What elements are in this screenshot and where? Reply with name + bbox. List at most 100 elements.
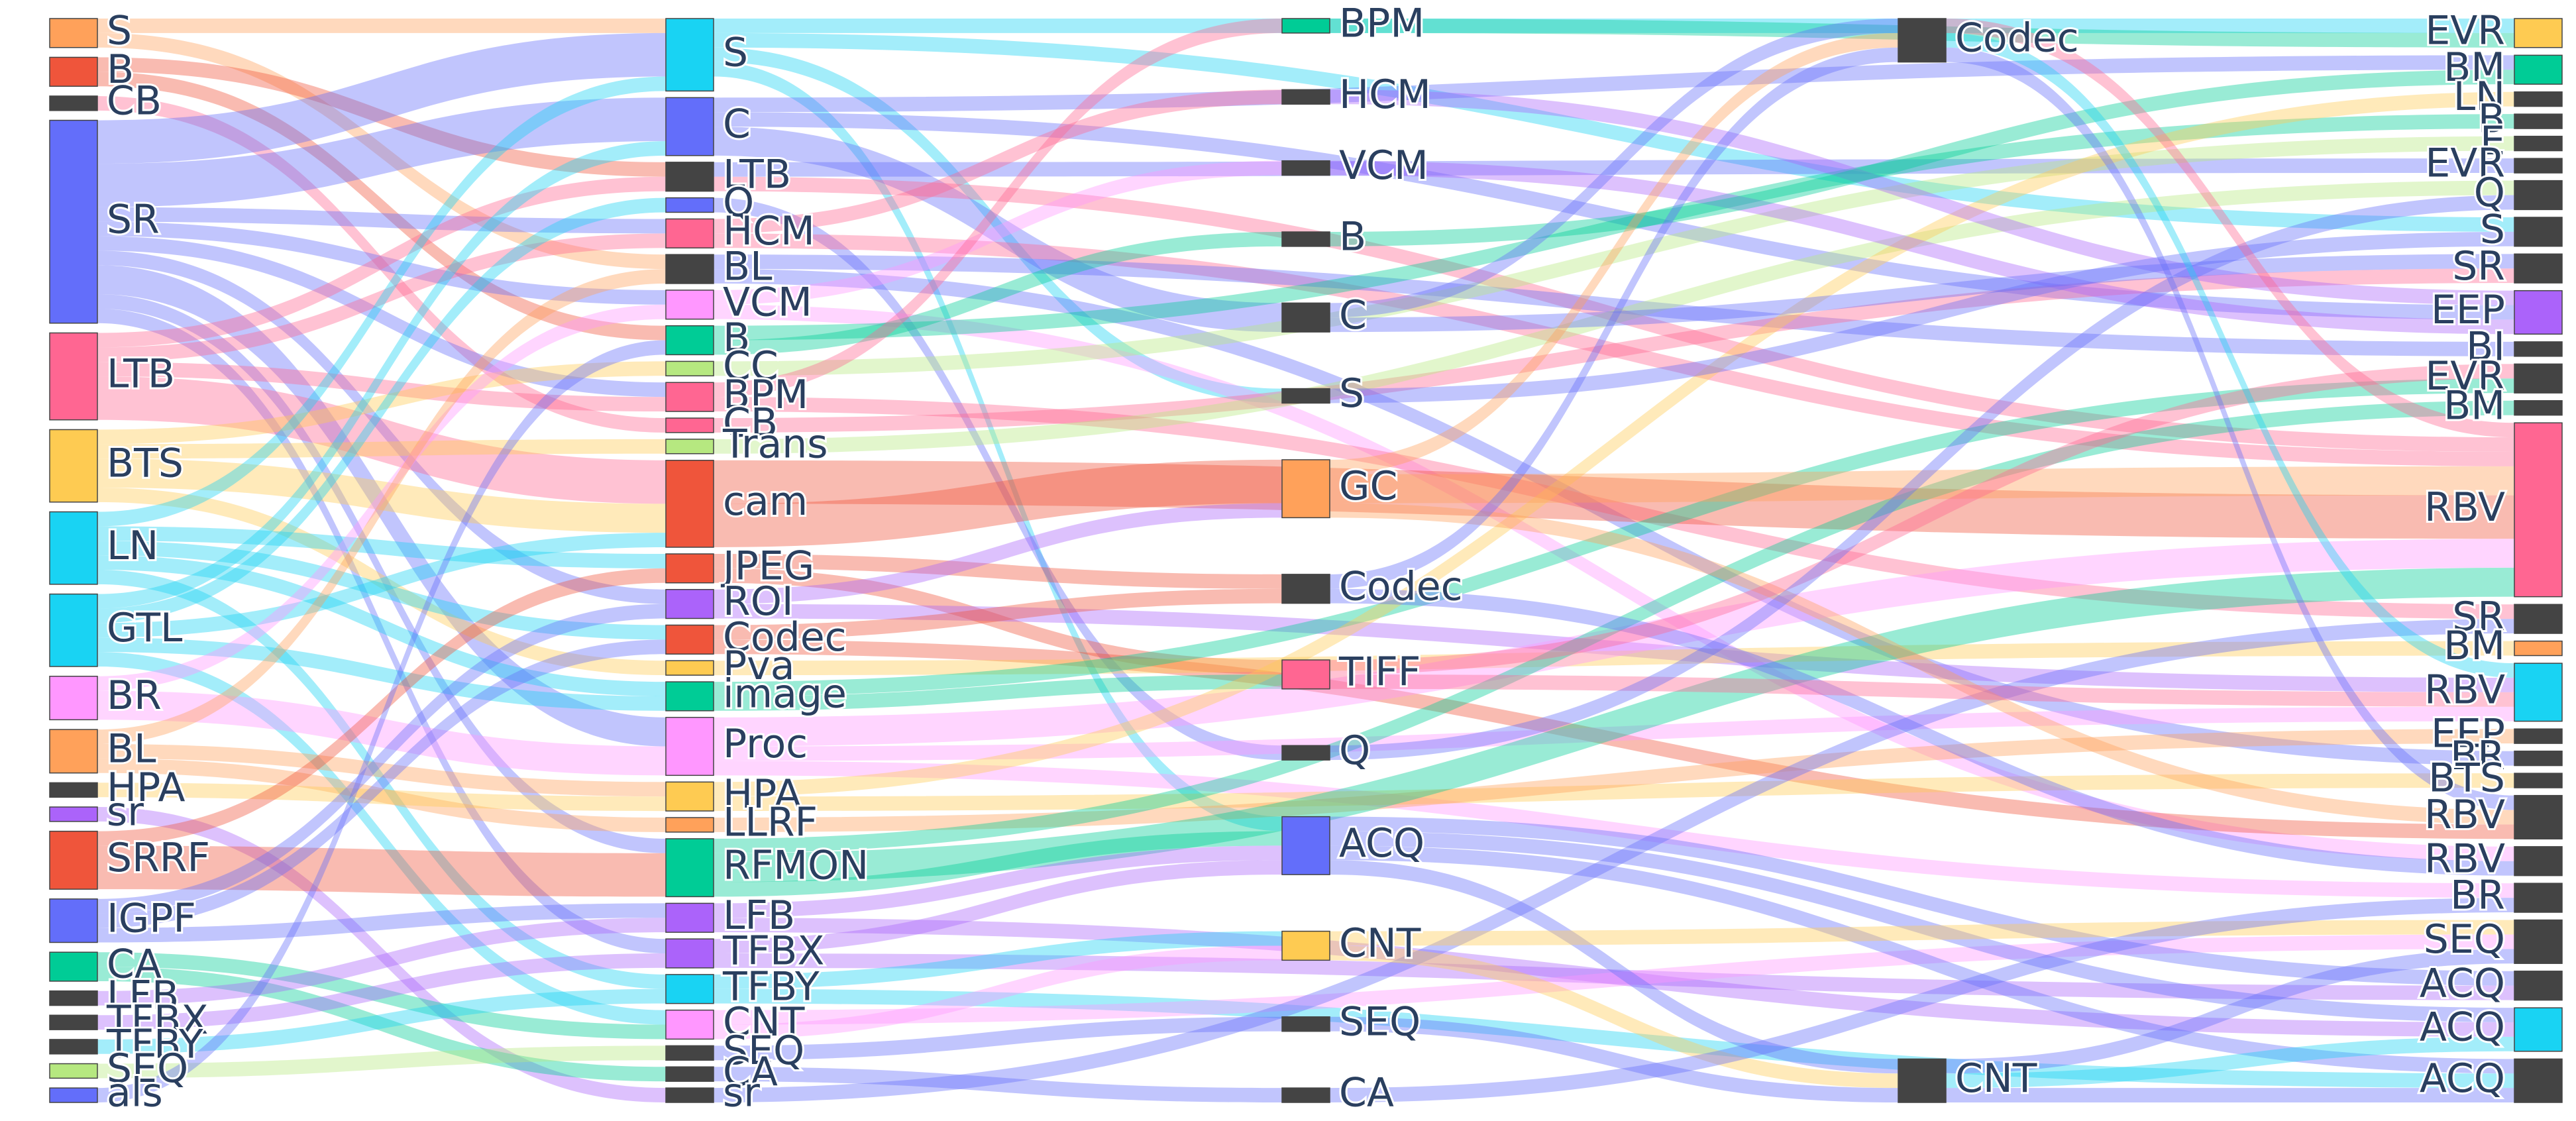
- link: [714, 988, 2514, 1089]
- node: [1898, 18, 1947, 63]
- link: [1330, 674, 2514, 707]
- link: [97, 233, 666, 362]
- node-label: BI: [2466, 323, 2505, 370]
- node: [49, 56, 98, 87]
- node-label: TFBY: [106, 1021, 203, 1067]
- node-label: BR: [2450, 733, 2505, 779]
- node: [2514, 882, 2563, 913]
- node: [665, 97, 714, 156]
- node-label: GC: [1339, 463, 1397, 509]
- link: [1330, 160, 2514, 335]
- link: [97, 57, 666, 177]
- node-label: SR: [2452, 243, 2505, 290]
- node-label: S: [1339, 370, 1364, 417]
- node-label: CNT: [1339, 920, 1421, 967]
- node: [2514, 135, 2563, 152]
- node: [665, 817, 714, 833]
- link: [714, 269, 2514, 766]
- node-label: RBV: [2424, 792, 2505, 838]
- node-label: ROI: [723, 578, 794, 625]
- node: [2514, 158, 2563, 174]
- link: [97, 176, 666, 348]
- link: [714, 62, 1282, 831]
- node: [665, 1066, 714, 1082]
- node: [665, 588, 714, 619]
- nodes: SBCBSRLTBBTSLNGTLBRBLHPAsrSRRFIGPFCALFBT…: [49, 0, 2563, 1118]
- node: [2514, 180, 2563, 211]
- link: [714, 158, 2514, 177]
- node: [49, 898, 98, 943]
- link: [97, 918, 666, 1006]
- node-label: SR: [2452, 594, 2505, 640]
- node-label: BTS: [2428, 755, 2505, 802]
- node-label: LTB: [107, 351, 175, 398]
- node-label: SEQ: [2424, 916, 2505, 963]
- node-label: BTS: [107, 441, 184, 487]
- node-label: Q: [2474, 170, 2505, 216]
- link: [97, 32, 666, 270]
- node-label: JPEG: [720, 543, 814, 589]
- node-label: RFMON: [723, 842, 869, 888]
- node-label: Q: [723, 180, 754, 226]
- node: [1281, 574, 1330, 604]
- link: [1330, 898, 2514, 1102]
- node: [665, 360, 714, 377]
- link: [97, 604, 666, 914]
- node: [49, 830, 98, 890]
- link: [97, 639, 666, 928]
- link: [714, 918, 2514, 1037]
- link: [714, 554, 1282, 589]
- node: [49, 332, 98, 421]
- link: [97, 953, 666, 1030]
- node: [2514, 773, 2563, 788]
- node: [1281, 1016, 1330, 1032]
- link: [714, 268, 2514, 433]
- node: [49, 18, 98, 48]
- node: [665, 660, 714, 676]
- node: [2514, 113, 2563, 129]
- node: [1281, 1087, 1330, 1103]
- link: [714, 55, 2514, 113]
- link: [1330, 47, 1898, 589]
- link: [97, 250, 666, 604]
- node-label: BR: [2450, 873, 2505, 919]
- link: [714, 127, 1282, 333]
- link: [714, 945, 1282, 1040]
- link: [714, 860, 1282, 954]
- node: [1281, 302, 1330, 333]
- node: [1281, 659, 1330, 690]
- link: [714, 729, 2514, 832]
- node-label: sr: [723, 1070, 760, 1116]
- link: [714, 761, 2514, 898]
- node: [2514, 217, 2563, 247]
- link: [714, 706, 2514, 761]
- node-label: HPA: [723, 771, 802, 818]
- link: [97, 361, 666, 445]
- link: [1330, 860, 1898, 1074]
- node: [2514, 663, 2563, 722]
- node-label: ACQ: [2420, 1004, 2505, 1051]
- node: [1281, 388, 1330, 404]
- node: [2514, 422, 2563, 598]
- node: [2514, 750, 2563, 767]
- node-label: BR: [107, 672, 162, 719]
- link: [97, 221, 666, 305]
- node-label: CA: [1339, 1070, 1394, 1116]
- link: [714, 378, 2514, 696]
- node-label: als: [107, 1070, 163, 1116]
- link: [97, 236, 666, 398]
- link: [97, 340, 666, 1103]
- node-label: CC: [723, 343, 778, 390]
- node: [2514, 846, 2563, 877]
- link: [714, 176, 2514, 452]
- link: [97, 637, 666, 711]
- link: [1330, 364, 2514, 674]
- link: [714, 604, 2514, 692]
- link: [1330, 503, 2514, 825]
- node-label: SR: [107, 196, 160, 242]
- node-label: Proc: [723, 721, 808, 767]
- link: [714, 831, 1282, 897]
- node-label: RBV: [2424, 835, 2505, 882]
- node: [2514, 54, 2563, 85]
- link: [1330, 831, 2514, 1023]
